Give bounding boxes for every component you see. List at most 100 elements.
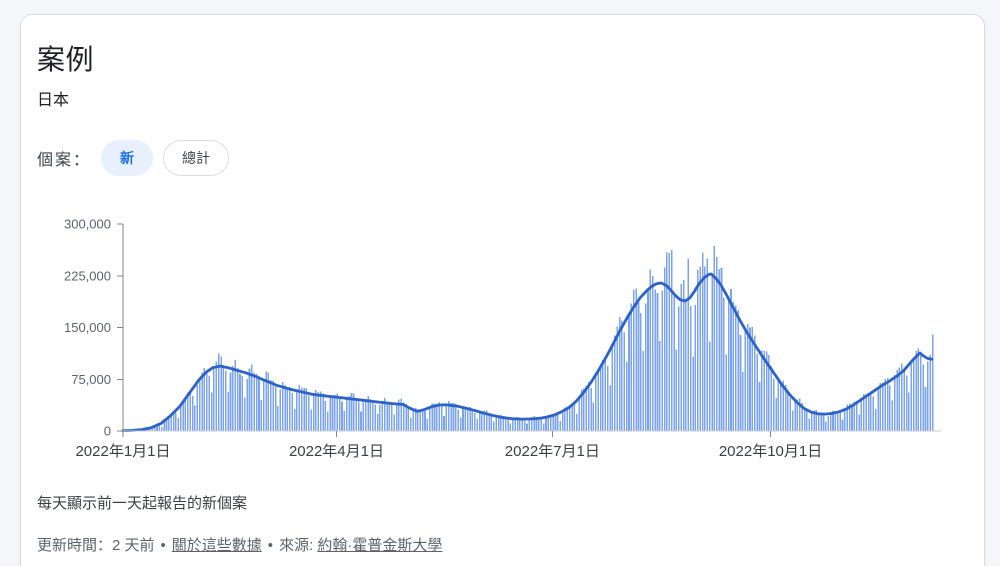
daily-cases-bar[interactable] xyxy=(521,419,524,431)
daily-cases-bar[interactable] xyxy=(903,367,905,431)
daily-cases-bar[interactable] xyxy=(184,397,187,431)
daily-cases-bar[interactable] xyxy=(232,365,234,431)
daily-cases-bar[interactable] xyxy=(597,368,599,431)
daily-cases-bar[interactable] xyxy=(303,388,305,431)
cases-chart[interactable]: 0 75,000 150,000 225,000 300,000 2022年1月1日 202… xyxy=(21,194,984,484)
daily-cases-bar[interactable] xyxy=(507,419,509,431)
daily-cases-bar[interactable] xyxy=(865,394,867,431)
daily-cases-bar[interactable] xyxy=(768,354,770,431)
daily-cases-bar[interactable] xyxy=(412,410,414,431)
daily-cases-bar[interactable] xyxy=(319,391,322,431)
daily-cases-bar[interactable] xyxy=(538,417,540,431)
daily-cases-bar[interactable] xyxy=(893,375,896,431)
daily-cases-bar[interactable] xyxy=(836,411,839,431)
daily-cases-bar[interactable] xyxy=(540,418,543,431)
daily-cases-bar[interactable] xyxy=(834,412,837,431)
daily-cases-bar[interactable] xyxy=(794,400,796,431)
daily-cases-bar[interactable] xyxy=(374,404,376,431)
daily-cases-bar[interactable] xyxy=(727,299,730,431)
daily-cases-bar[interactable] xyxy=(651,275,654,431)
daily-cases-bar[interactable] xyxy=(827,415,830,431)
daily-cases-bar[interactable] xyxy=(632,289,635,431)
daily-cases-bar[interactable] xyxy=(908,392,910,431)
daily-cases-bar[interactable] xyxy=(889,385,891,431)
daily-cases-bar[interactable] xyxy=(170,413,172,431)
source-link[interactable]: 約翰·霍普金斯大學 xyxy=(317,537,443,554)
daily-cases-bar[interactable] xyxy=(661,290,663,431)
daily-cases-bar[interactable] xyxy=(350,392,353,431)
daily-cases-bar[interactable] xyxy=(749,327,751,431)
daily-cases-bar[interactable] xyxy=(225,370,227,431)
daily-cases-bar[interactable] xyxy=(853,401,856,431)
daily-cases-bar[interactable] xyxy=(334,394,336,431)
daily-cases-bar[interactable] xyxy=(338,396,341,431)
daily-cases-bar[interactable] xyxy=(810,412,813,431)
daily-cases-bar[interactable] xyxy=(604,357,607,431)
daily-cases-bar[interactable] xyxy=(421,409,424,431)
daily-cases-bar[interactable] xyxy=(855,403,858,431)
daily-cases-bar[interactable] xyxy=(666,252,668,431)
daily-cases-bar[interactable] xyxy=(386,401,388,431)
daily-cases-bar[interactable] xyxy=(497,415,500,431)
daily-cases-bar[interactable] xyxy=(822,414,825,431)
daily-cases-bar[interactable] xyxy=(687,258,690,432)
daily-cases-bar[interactable] xyxy=(175,412,177,431)
daily-cases-bar[interactable] xyxy=(675,349,678,431)
daily-cases-bar[interactable] xyxy=(436,403,438,431)
daily-cases-bar[interactable] xyxy=(832,411,834,431)
daily-cases-bar[interactable] xyxy=(395,405,398,431)
daily-cases-bar[interactable] xyxy=(765,351,768,431)
daily-cases-bar[interactable] xyxy=(270,380,272,431)
daily-cases-bar[interactable] xyxy=(267,372,270,431)
daily-cases-bar[interactable] xyxy=(160,426,163,431)
daily-cases-bar[interactable] xyxy=(528,419,531,431)
daily-cases-bar[interactable] xyxy=(246,378,248,431)
daily-cases-bar[interactable] xyxy=(440,406,443,431)
daily-cases-bar[interactable] xyxy=(464,406,467,431)
daily-cases-bar[interactable] xyxy=(248,368,251,431)
daily-cases-bar[interactable] xyxy=(191,395,194,431)
daily-cases-bar[interactable] xyxy=(144,429,146,431)
daily-cases-bar[interactable] xyxy=(694,304,697,431)
daily-cases-bar[interactable] xyxy=(803,407,806,431)
daily-cases-bar[interactable] xyxy=(177,417,180,431)
daily-cases-bar[interactable] xyxy=(326,411,329,431)
daily-cases-bar[interactable] xyxy=(557,414,559,431)
daily-cases-bar[interactable] xyxy=(659,341,661,431)
daily-cases-bar[interactable] xyxy=(187,392,189,431)
daily-cases-bar[interactable] xyxy=(595,376,597,431)
daily-cases-bar[interactable] xyxy=(879,383,882,431)
daily-cases-bar[interactable] xyxy=(554,414,557,431)
daily-cases-bar[interactable] xyxy=(649,269,652,431)
daily-cases-bar[interactable] xyxy=(898,367,901,431)
daily-cases-bar[interactable] xyxy=(372,402,374,431)
daily-cases-bar[interactable] xyxy=(815,409,818,431)
daily-cases-bar[interactable] xyxy=(775,398,777,431)
daily-cases-bar[interactable] xyxy=(701,252,704,431)
daily-cases-bar[interactable] xyxy=(739,335,742,431)
daily-cases-bar[interactable] xyxy=(428,408,431,431)
daily-cases-bar[interactable] xyxy=(625,362,628,431)
daily-cases-bar[interactable] xyxy=(711,273,713,431)
filter-total-button[interactable]: 總計 xyxy=(163,140,230,176)
daily-cases-bar[interactable] xyxy=(602,359,604,431)
daily-cases-bar[interactable] xyxy=(265,371,267,431)
daily-cases-bar[interactable] xyxy=(777,381,780,431)
daily-cases-bar[interactable] xyxy=(552,415,554,431)
daily-cases-bar[interactable] xyxy=(806,409,808,431)
daily-cases-bar[interactable] xyxy=(616,326,618,431)
daily-cases-bar[interactable] xyxy=(466,407,469,431)
daily-cases-bar[interactable] xyxy=(322,393,324,431)
daily-cases-bar[interactable] xyxy=(514,418,516,431)
daily-cases-bar[interactable] xyxy=(279,389,282,431)
daily-cases-bar[interactable] xyxy=(808,418,811,431)
daily-cases-bar[interactable] xyxy=(163,421,165,431)
daily-cases-bar[interactable] xyxy=(744,328,747,431)
daily-cases-bar[interactable] xyxy=(689,305,692,431)
daily-cases-bar[interactable] xyxy=(153,426,156,431)
daily-cases-bar[interactable] xyxy=(381,400,384,431)
daily-cases-bar[interactable] xyxy=(417,409,419,431)
daily-cases-bar[interactable] xyxy=(474,413,476,431)
daily-cases-bar[interactable] xyxy=(296,390,298,431)
daily-cases-bar[interactable] xyxy=(573,404,576,431)
